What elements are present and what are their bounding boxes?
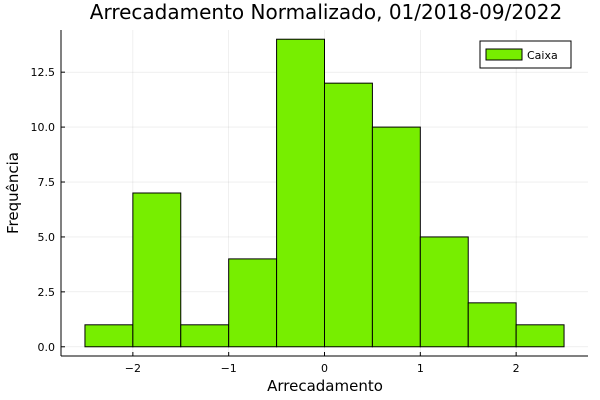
x-tick-label: 1 — [417, 362, 424, 375]
legend: Caixa — [479, 40, 572, 69]
x-axis-label: Arrecadamento — [267, 377, 383, 395]
histogram-bar — [371, 126, 421, 348]
y-axis-label: Frequência — [4, 152, 22, 234]
histogram-bar — [132, 192, 182, 348]
x-tick-label: −1 — [221, 362, 237, 375]
y-tick-label: 12.5 — [31, 66, 56, 79]
x-tick-label: −2 — [125, 362, 141, 375]
histogram-bar — [228, 258, 278, 348]
histogram-bar — [467, 302, 517, 348]
histogram-bar — [419, 236, 469, 348]
chart-title: Arrecadamento Normalizado, 01/2018-09/20… — [90, 0, 562, 24]
y-tick-label: 5.0 — [38, 231, 56, 244]
legend-swatch — [485, 48, 523, 61]
y-tick-label: 0.0 — [38, 341, 56, 354]
x-tick-label: 0 — [321, 362, 328, 375]
y-ticks: 0.0 2.5 5.0 7.5 10.0 12.5 — [31, 66, 65, 354]
y-tick-label: 10.0 — [31, 121, 56, 134]
bars — [84, 38, 565, 348]
x-tick-label: 2 — [513, 362, 520, 375]
histogram-bar — [276, 38, 326, 348]
y-tick-label: 2.5 — [38, 286, 56, 299]
legend-label: Caixa — [527, 49, 558, 62]
x-ticks: −2 −1 0 1 2 — [125, 352, 520, 375]
histogram-bar — [180, 324, 230, 348]
histogram-bar — [515, 324, 565, 348]
histogram-bar — [84, 324, 134, 348]
y-tick-label: 7.5 — [38, 176, 56, 189]
histogram-bar — [324, 82, 373, 348]
